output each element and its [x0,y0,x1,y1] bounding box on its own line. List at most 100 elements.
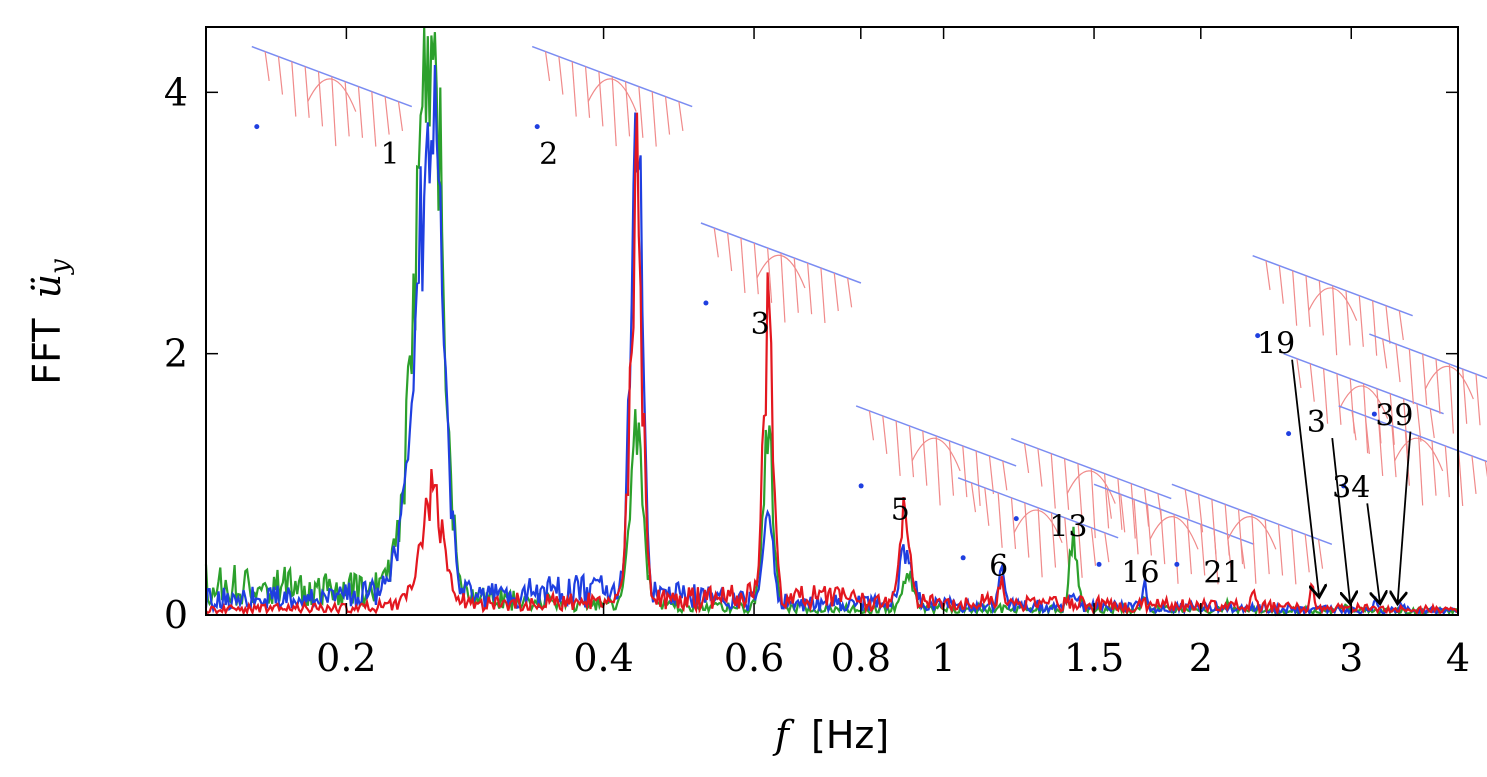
hanger-line [1416,403,1422,442]
hanger-line [1090,468,1096,539]
hanger-line [1296,358,1302,389]
hanger-line [740,237,746,294]
x-tick-label: 0.8 [831,636,891,680]
x-tick-label: 1.5 [1064,636,1124,680]
hanger-line [1462,369,1468,424]
hanger-line [1251,514,1257,584]
hanger-line [1237,509,1244,565]
hanger-line [1471,455,1477,494]
mode-number-label: 6 [989,549,1008,584]
hanger-line [1197,494,1204,533]
hanger-line [1037,507,1043,578]
hanger-line [935,435,941,506]
axes-marker [1096,561,1102,567]
hanger-line [1391,425,1397,478]
mode-number-label: 34 [1332,470,1370,505]
hanger-line [371,91,377,147]
hanger-line [277,56,284,95]
hanger-line [1378,420,1384,476]
hanger-line [868,410,875,441]
hanger-line [624,81,631,137]
mode-number-label: 3 [751,307,770,342]
series-line-3 [205,112,1459,617]
arch-line [587,78,637,112]
axes-marker [254,124,260,130]
mode-number-label: 5 [891,493,910,528]
hanger-line [970,482,977,513]
hanger-line [1458,450,1464,506]
hanger-line [1160,509,1166,565]
y-axis-title: FFT üy [25,259,75,385]
hanger-line [1184,489,1190,519]
mode-number-label: 21 [1203,555,1241,590]
hanger-line [558,56,564,95]
hanger-line [962,445,968,498]
hanger-line [975,450,981,506]
hanger-line [1309,363,1315,402]
hanger-line [317,71,324,127]
hanger-line [1173,514,1179,584]
mode-number-label: 16 [1121,555,1159,590]
hanger-line [584,66,591,118]
hanger-line [1130,483,1136,539]
hanger-line [1120,494,1126,533]
hanger-line [264,51,270,81]
y-tick-label: 4 [164,70,188,114]
hanger-line [1224,504,1230,556]
mode-shape-inset [700,222,862,324]
x-axis-title: f [Hz] [772,713,889,757]
x-tick-label: 4 [1446,636,1470,680]
hanger-line [1104,532,1110,563]
hanger-line [1404,430,1410,486]
plot-frame [205,26,1459,616]
hanger-line [948,440,955,496]
hanger-line [1318,280,1324,336]
hanger-line [1408,349,1414,405]
hanger-line [713,227,719,258]
hanger-line [1117,478,1123,530]
annotation-arrow [1331,437,1350,602]
hanger-line [1317,539,1324,569]
x-tick-label: 2 [1189,636,1213,680]
hanger-line [1077,463,1083,519]
hanger-line [908,425,915,478]
x-tick-label: 3 [1339,636,1363,680]
mode-number-label: 3 [1307,405,1326,440]
hanger-line [571,61,577,117]
hanger-line [922,430,928,486]
hanger-line [882,415,888,454]
hanger-line [1345,290,1351,346]
hanger-line [1364,415,1370,454]
hanger-line [1484,460,1487,478]
mode-shape-inset [957,477,1119,578]
hanger-line [1351,410,1357,441]
x-tick-label: 1 [932,636,956,680]
hanger-line [1402,398,1409,454]
annotation-arrow [1291,359,1319,596]
hanger-line [1050,453,1056,509]
hanger-line [1090,527,1097,566]
axes-marker [703,300,709,306]
hanger-line [1265,260,1271,291]
hanger-line [651,91,657,147]
hanger-line [1106,489,1112,519]
hanger-line [1398,310,1404,341]
hanger-line [820,267,826,324]
arch-line [307,78,357,112]
hanger-line [1395,344,1401,383]
hanger-line [1200,524,1206,576]
hanger-line [1291,529,1297,585]
hanger-line [1133,499,1139,555]
arch-line [911,437,961,472]
arch-line [1424,365,1474,400]
arch-line [1149,516,1199,550]
hanger-line [397,101,404,131]
axes-marker [1255,333,1261,339]
hanger-line [1444,445,1450,498]
hanger-line [1077,522,1083,578]
hanger-line [1292,270,1298,326]
arch-line [1308,287,1358,321]
hanger-line [727,232,733,272]
hanger-line [1332,285,1338,356]
